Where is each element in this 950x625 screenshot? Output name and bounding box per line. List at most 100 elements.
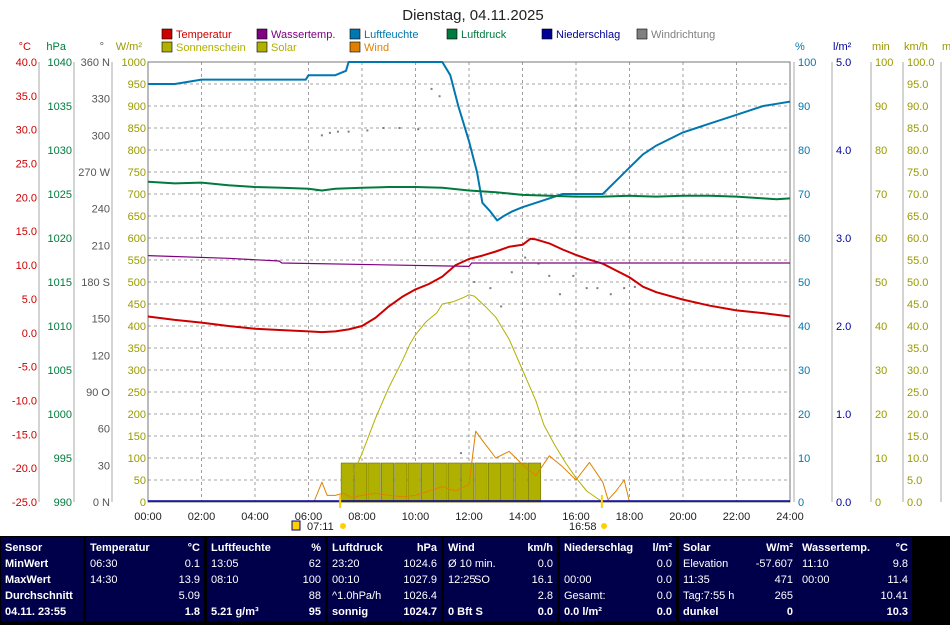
series-line-solar [337, 294, 604, 503]
wind-direction-point [633, 285, 636, 288]
summary-sensor: Sensor MinWert MaxWert Durchschnitt 04.1… [1, 537, 83, 621]
axis-tick-label: 80 [875, 145, 887, 157]
axis-tick-label: 30 [798, 365, 810, 377]
legend-swatch [541, 28, 553, 40]
axis-tick-label: 750 [128, 167, 146, 179]
axis-tick-label: 75.0 [907, 167, 928, 179]
wind-direction-point [382, 127, 385, 129]
legend-swatch [349, 28, 361, 40]
sunset-time: 16:58 [569, 521, 597, 533]
axis-tick-label: 0.0 [22, 328, 37, 340]
sunshine-bar [354, 462, 368, 503]
wind-direction-point [459, 452, 462, 455]
axis-tick-label: 0 N [93, 497, 110, 509]
summary-row: Solar W/m² [683, 542, 793, 554]
axis-tick-label: 40 [875, 321, 887, 333]
sunshine-bar [501, 462, 515, 503]
wind-direction-point [489, 287, 492, 290]
sunshine-bar [407, 462, 421, 503]
axis-tick-label: 1040 [48, 57, 72, 69]
summary-row: 0.0 [656, 558, 672, 570]
axis-tick-label: 450 [128, 299, 146, 311]
summary-row: 1.8 [184, 606, 200, 618]
axis-tick-label: 0.0 [907, 497, 922, 509]
chart-axes: °C 40.0 35.0 30.0 25.0 20.0 15.0 10.0 5.0 0.0 -5.0… [12, 41, 950, 509]
axis-tick-label: 15.0 [907, 431, 928, 443]
axis-unit: % [795, 41, 805, 53]
axis-tick-label: 30.0 [907, 365, 928, 377]
axis-tick-label: 80 [798, 145, 810, 157]
summary-row: 00:00 11.4 [802, 574, 908, 586]
series-line-wassertemp [147, 255, 790, 267]
axis-tick-label: 270 W [78, 167, 110, 179]
sunshine-bar [514, 462, 528, 503]
series-line-wind [313, 430, 630, 503]
axis-tick-label: 2.0 [836, 321, 851, 333]
weather-chart: Dienstag, 04.11.2025 Temperatur Wassertem… [12, 7, 950, 533]
wind-direction-point [336, 130, 339, 133]
axis-tick-label: 0 [798, 497, 804, 509]
axis-tick-label: 200 [128, 409, 146, 421]
series-line-temperatur [147, 237, 791, 334]
summary-row: sonnig 1024.7 [332, 606, 437, 618]
sunshine-bar [447, 462, 461, 503]
sunrise-time: 07:11 [307, 521, 334, 533]
axis-tick-label: 800 [128, 145, 146, 157]
legend-swatch [349, 41, 361, 53]
axis-tick-label: 120 [92, 350, 110, 362]
axis-unit: ° [100, 41, 104, 53]
axis-tick-label: 330 [92, 94, 110, 106]
summary-wind: Wind km/h Ø 10 min. 0.0 12:25 SO 16.1 2.8 0 Bft … [444, 537, 557, 621]
sunshine-bar [474, 462, 488, 503]
axis-tick-label: 600 [128, 233, 146, 245]
summary-row: Luftfeuchte% [211, 542, 321, 554]
legend-swatch [446, 28, 458, 40]
summary-row: Niederschlag l/m² [564, 542, 672, 554]
axis-tick-label: 5.0 [907, 475, 922, 487]
summary-row: Ø 10 min. 0.0 [448, 558, 553, 570]
sunshine-bar [421, 462, 435, 503]
summary-row: 13:05 62 [211, 558, 321, 570]
sunshine-bar [394, 462, 408, 503]
axis-tick-label: 60.0 [907, 233, 928, 245]
wind-direction-point [347, 130, 350, 133]
axis-tick-label: 20.0 [16, 192, 37, 204]
wind-direction-point [500, 305, 503, 308]
axis-tick-label: 35.0 [16, 91, 37, 103]
x-axis: 00:00 02:00 04:00 06:00 08:00 10:00 12:00 14:00… [134, 495, 804, 533]
summary-row: 11:10 9.8 [802, 558, 908, 570]
summary-row: ^1.0hPa/h 1026.4 [332, 590, 437, 602]
sunshine-bar [340, 462, 354, 503]
axis-tick-label: 50 [875, 277, 887, 289]
summary-row: Gesamt: 0.0 [564, 590, 672, 602]
wind-direction-point [430, 87, 433, 90]
legend-swatch [256, 41, 268, 53]
summary-row: 0 Bft S 0.0 [448, 606, 553, 618]
legend-label: Wind [364, 42, 389, 54]
axis-unit: min [872, 41, 890, 53]
axis-tick-label: -25.0 [12, 497, 37, 509]
axis-tick-label: 180 S [81, 277, 110, 289]
axis-tick-label: 60 [98, 424, 110, 436]
legend-swatch [161, 41, 173, 53]
axis-tick-label: -15.0 [12, 429, 37, 441]
axis-tick-label: 50.0 [907, 277, 928, 289]
axis-unit: °C [19, 41, 31, 53]
axis-tick-label: 0 [875, 497, 881, 509]
summary-row: 00:10 1027.9 [332, 574, 437, 586]
axis-tick-label: 550 [128, 255, 146, 267]
plot-grid [147, 61, 791, 503]
wind-direction-point [572, 274, 575, 277]
axis-tick-label: 1025 [48, 189, 72, 201]
axis-tick-label: 1030 [48, 145, 72, 157]
axis-tick-label: 30 [875, 365, 887, 377]
summary-row: Tag:7:55 h 265 [683, 590, 793, 602]
axis-tick-label: 30.0 [16, 125, 37, 137]
sunshine-bar [461, 462, 475, 503]
sunshine-bar [380, 462, 394, 503]
series-line-luftdruck [147, 180, 791, 201]
axis-tick-label: 100.0 [907, 57, 935, 69]
summary-row: 0.0 l/m² 0.0 [564, 606, 672, 618]
axis-tick-label: 3.0 [836, 233, 851, 245]
axis-tick-label: 300 [92, 130, 110, 142]
